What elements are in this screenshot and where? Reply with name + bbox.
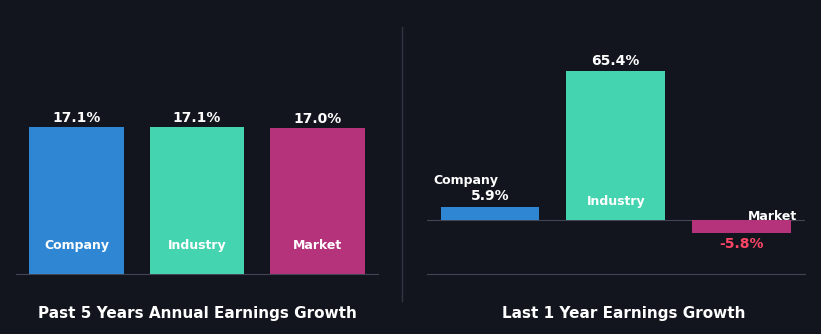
Bar (692, 220, 791, 233)
Text: 17.1%: 17.1% (173, 111, 221, 125)
Text: Company: Company (44, 239, 109, 252)
Bar (441, 207, 539, 220)
Text: Past 5 Years Annual Earnings Growth: Past 5 Years Annual Earnings Growth (38, 306, 356, 321)
Text: Market: Market (293, 239, 342, 252)
Text: Industry: Industry (167, 239, 227, 252)
Text: Company: Company (433, 174, 498, 187)
Text: 17.0%: 17.0% (293, 112, 342, 126)
Text: Market: Market (748, 210, 797, 223)
Bar (270, 128, 365, 274)
Bar (30, 127, 124, 274)
Text: 65.4%: 65.4% (592, 54, 640, 68)
Text: Last 1 Year Earnings Growth: Last 1 Year Earnings Growth (502, 306, 745, 321)
Text: -5.8%: -5.8% (719, 236, 764, 250)
Bar (566, 71, 665, 220)
Text: 5.9%: 5.9% (470, 189, 509, 203)
Bar (150, 127, 244, 274)
Text: Industry: Industry (586, 195, 645, 208)
Text: 17.1%: 17.1% (53, 111, 101, 125)
